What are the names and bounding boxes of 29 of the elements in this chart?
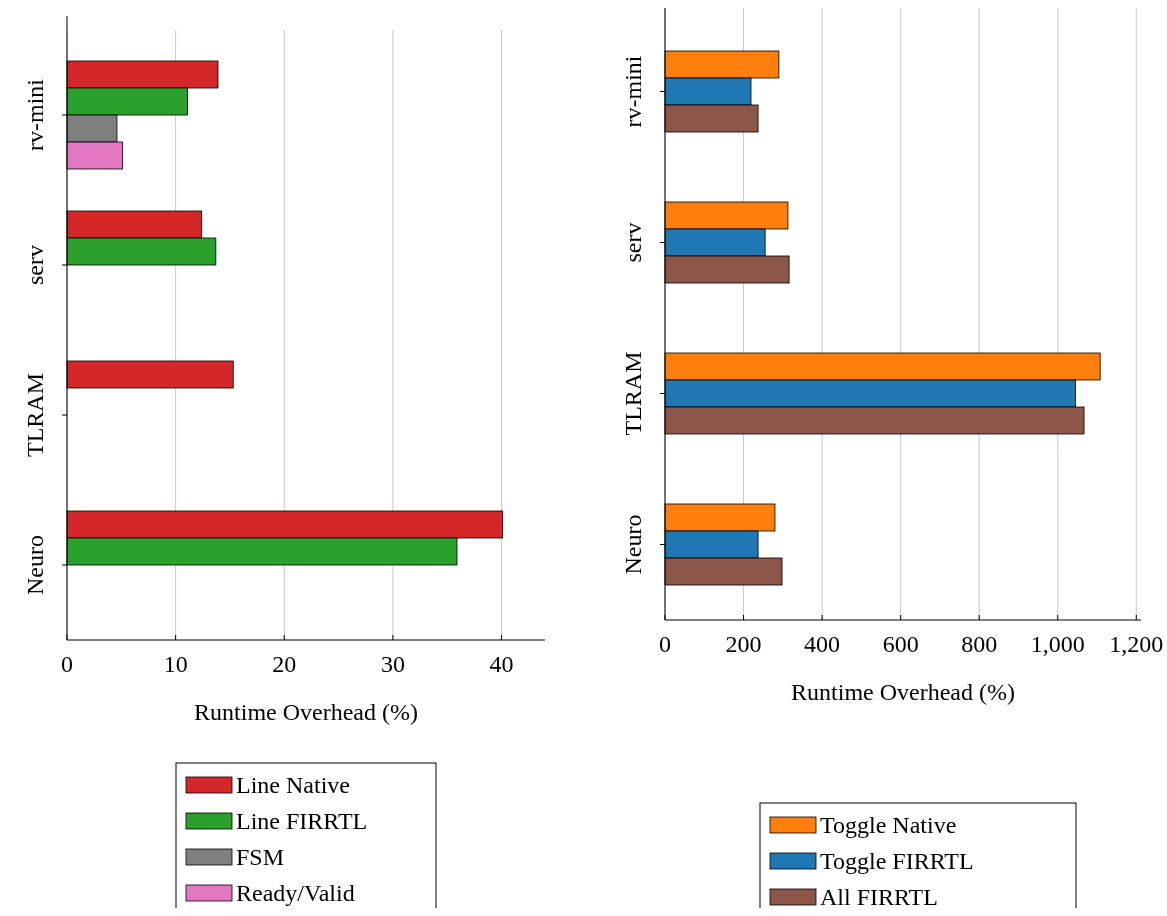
x-axis-title: Runtime Overhead (%) [194, 699, 418, 725]
x-tick-label: 40 [489, 651, 514, 677]
legend-label: Line Native [236, 772, 350, 798]
x-tick-label: 10 [163, 651, 188, 677]
y-tick-label: TLRAM [620, 351, 646, 436]
x-tick-label: 0 [61, 651, 73, 677]
y-tick-label: serv [22, 245, 48, 285]
x-tick-label: 400 [804, 631, 841, 657]
y-tick-label: serv [620, 222, 646, 263]
legend-label: Line FIRRTL [236, 808, 368, 834]
x-tick-label: 0 [659, 631, 671, 657]
y-tick-label: Neuro [620, 514, 646, 575]
legend-label: Ready/Valid [236, 880, 355, 906]
legend-label: Toggle FIRRTL [820, 848, 974, 874]
x-tick-label: 800 [961, 631, 998, 657]
legend-label: FSM [236, 844, 285, 870]
x-tick-label: 30 [380, 651, 405, 677]
x-tick-label: 1,000 [1030, 631, 1085, 657]
x-tick-label: 200 [725, 631, 762, 657]
x-tick-label: 1,200 [1109, 631, 1164, 657]
legend-label: Toggle Native [820, 812, 957, 838]
x-tick-label: 600 [882, 631, 919, 657]
legend-label: All FIRRTL [820, 884, 938, 910]
y-tick-label: TLRAM [22, 373, 48, 457]
x-tick-label: 20 [272, 651, 297, 677]
x-axis-title: Runtime Overhead (%) [791, 679, 1015, 705]
y-tick-label: rv-mini [22, 78, 48, 151]
y-tick-label: Neuro [22, 535, 48, 595]
y-tick-label: rv-mini [620, 55, 646, 128]
